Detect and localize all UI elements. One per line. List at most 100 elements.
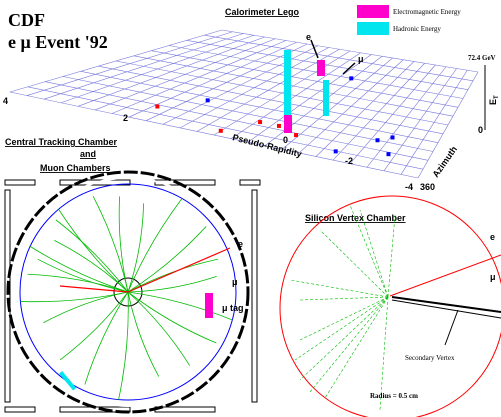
stroke bbox=[299, 296, 389, 381]
stroke bbox=[375, 138, 380, 143]
stroke bbox=[84, 291, 129, 385]
x-tick: 4 bbox=[3, 96, 8, 106]
stroke bbox=[133, 55, 454, 117]
stroke bbox=[276, 123, 281, 128]
stroke bbox=[127, 226, 207, 293]
stroke bbox=[333, 149, 338, 154]
stroke bbox=[55, 219, 129, 293]
tracking-title: Muon Chambers bbox=[40, 163, 111, 173]
outer-ring bbox=[6, 170, 250, 414]
electron-track bbox=[389, 254, 501, 297]
stroke bbox=[387, 214, 396, 298]
stroke bbox=[127, 198, 183, 293]
stroke bbox=[92, 195, 129, 293]
stroke bbox=[9, 91, 419, 179]
stroke bbox=[218, 128, 223, 133]
stroke bbox=[349, 204, 389, 298]
stroke bbox=[299, 296, 389, 341]
stroke bbox=[309, 296, 389, 393]
stroke bbox=[127, 291, 160, 377]
stroke bbox=[299, 296, 389, 301]
title-line: e μ Event '92 bbox=[8, 32, 108, 52]
muon-tag bbox=[205, 293, 213, 318]
stroke bbox=[20, 291, 129, 303]
stroke bbox=[186, 40, 469, 90]
stroke bbox=[205, 98, 210, 103]
stroke bbox=[324, 296, 389, 399]
particle-label: μ bbox=[490, 272, 496, 282]
track bbox=[59, 285, 129, 293]
x-axis-label: Pseudo-Rapidity bbox=[232, 132, 303, 159]
stroke bbox=[294, 133, 299, 138]
lego-towers bbox=[284, 50, 329, 133]
y-tick: 360 bbox=[420, 182, 435, 192]
stroke bbox=[59, 291, 129, 361]
arrow bbox=[342, 62, 356, 75]
tracking-title: and bbox=[80, 149, 96, 159]
stroke bbox=[127, 275, 217, 293]
title-line: CDF bbox=[8, 10, 45, 30]
stroke bbox=[118, 291, 129, 400]
stroke bbox=[386, 152, 391, 157]
legend-label: Hadronic Energy bbox=[393, 25, 441, 33]
stroke bbox=[155, 104, 160, 109]
legend-label: Electromagnetic Energy bbox=[393, 8, 461, 16]
annotation: Secondary Vertex bbox=[405, 354, 455, 362]
stroke bbox=[127, 291, 217, 344]
particle-label: μ bbox=[232, 277, 238, 287]
electron-track bbox=[127, 247, 231, 293]
lego-title: Calorimeter Lego bbox=[225, 7, 300, 17]
stroke bbox=[379, 296, 389, 411]
scale-label: 72.4 GeV bbox=[468, 54, 496, 62]
radius-label: Radius = 0.5 cm bbox=[370, 392, 418, 400]
secondary-track bbox=[391, 299, 501, 319]
stroke bbox=[127, 291, 233, 321]
stroke bbox=[151, 50, 459, 108]
stroke bbox=[62, 76, 434, 152]
stroke bbox=[127, 291, 191, 366]
stroke bbox=[319, 229, 389, 298]
ctc-boundary bbox=[19, 183, 237, 401]
stroke bbox=[390, 135, 395, 140]
x-tick: -4 bbox=[405, 182, 413, 192]
stroke bbox=[127, 203, 145, 293]
stroke bbox=[168, 45, 464, 99]
x-tick: 0 bbox=[283, 135, 288, 145]
stroke bbox=[118, 196, 129, 293]
stroke bbox=[258, 120, 263, 125]
stroke bbox=[204, 34, 474, 82]
y-tick: 0 bbox=[478, 125, 483, 135]
muon-hit bbox=[59, 371, 77, 391]
stroke bbox=[115, 60, 449, 126]
particle-label: μ tag bbox=[222, 303, 244, 313]
y-axis-label: Azimuth bbox=[430, 144, 459, 179]
stroke bbox=[27, 86, 424, 170]
particle-label: e bbox=[238, 239, 243, 249]
particle-label: e bbox=[306, 32, 311, 42]
lego-grid bbox=[9, 29, 479, 179]
tracking-title: Central Tracking Chamber bbox=[5, 137, 118, 147]
tracks bbox=[20, 195, 233, 400]
stroke bbox=[29, 246, 129, 293]
arrow bbox=[444, 309, 459, 346]
stroke bbox=[359, 209, 389, 298]
particle-label: μ bbox=[358, 54, 364, 64]
svx-tracks bbox=[289, 204, 396, 411]
stroke bbox=[58, 209, 129, 293]
stroke bbox=[98, 65, 444, 135]
legend-swatch bbox=[357, 22, 389, 35]
stroke bbox=[349, 76, 354, 81]
stroke bbox=[294, 296, 389, 361]
x-tick: 2 bbox=[123, 113, 128, 123]
stroke bbox=[80, 71, 439, 143]
z-label: ET bbox=[488, 95, 500, 105]
secondary-track bbox=[391, 296, 501, 313]
stroke bbox=[37, 258, 129, 293]
x-tick: -2 bbox=[345, 156, 353, 166]
svx-boundary bbox=[279, 195, 501, 417]
arrow bbox=[310, 39, 319, 59]
muon-chambers bbox=[4, 179, 261, 413]
ring-gap bbox=[13, 177, 243, 407]
stroke bbox=[221, 29, 479, 73]
